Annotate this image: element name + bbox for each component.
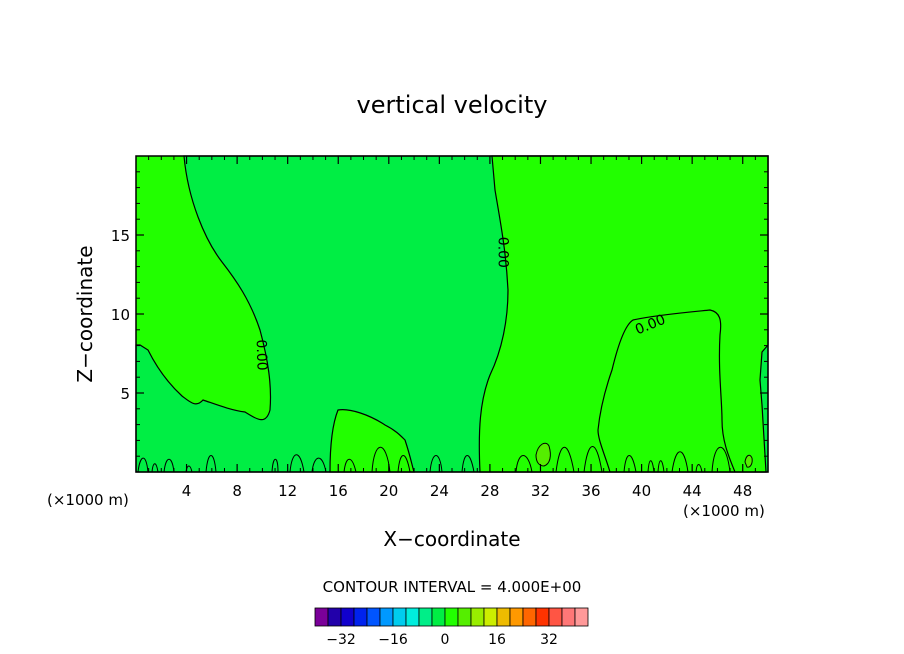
colorbar-swatch [379, 607, 394, 627]
chart-title: vertical velocity [357, 91, 548, 119]
y-tick-label: 15 [111, 227, 130, 245]
x-tick-label: 24 [430, 482, 449, 500]
colorbar-swatch [457, 607, 472, 627]
colorbar-swatch [483, 607, 498, 627]
y-axis-label: Z−coordinate [73, 245, 97, 382]
colorbar-tick-label: −16 [378, 632, 408, 648]
x-tick-label: 4 [182, 482, 192, 500]
y-tick-label: 5 [120, 385, 130, 403]
colorbar-swatch [327, 607, 342, 627]
x-axis-ticks: 4 8 12 16 20 24 28 32 36 40 44 48 [148, 156, 756, 500]
y-tick-label: 10 [111, 306, 130, 324]
colorbar-tick-label: 32 [540, 632, 558, 648]
colorbar-tick-label: 0 [441, 632, 450, 648]
positive-region-middle [478, 155, 769, 473]
colorbar-swatch [509, 607, 524, 627]
x-tick-label: 36 [581, 482, 600, 500]
x-unit-left: (×1000 m) [47, 491, 129, 509]
colorbar-swatch [314, 607, 329, 627]
x-tick-label: 16 [329, 482, 348, 500]
x-tick-label: 44 [683, 482, 702, 500]
colorbar-swatch [470, 607, 485, 627]
colorbar-swatch [353, 607, 368, 627]
x-tick-label: 20 [379, 482, 398, 500]
contour-label: 0.00 [253, 339, 270, 371]
x-unit-right: (×1000 m) [683, 502, 765, 520]
colorbar-swatch [444, 607, 459, 627]
positive-patch-bottom [329, 409, 415, 473]
colorbar-swatch [392, 607, 407, 627]
colorbar-swatch [340, 607, 355, 627]
colorbar: −32 −16 0 16 32 [314, 607, 589, 648]
x-axis-label: X−coordinate [383, 527, 520, 551]
bottom-contour-ripples [137, 446, 731, 473]
y-axis-ticks: 5 10 15 [111, 171, 768, 457]
small-positive-patch-2 [744, 454, 753, 468]
colorbar-swatch [366, 607, 381, 627]
colorbar-tick-label: 16 [488, 632, 506, 648]
contour-interval-text: CONTOUR INTERVAL = 4.000E+00 [323, 578, 582, 596]
colorbar-swatch [405, 607, 420, 627]
x-tick-label: 48 [733, 482, 752, 500]
colorbar-swatch [496, 607, 511, 627]
colorbar-tick-label: −32 [326, 632, 356, 648]
small-positive-patch [535, 442, 551, 467]
colorbar-swatch [431, 607, 446, 627]
plot-area: 0.000.000.00 4 8 12 16 20 24 28 32 36 40 44 48 5101… [111, 155, 769, 500]
colorbar-swatch [561, 607, 576, 627]
colorbar-swatch [535, 607, 550, 627]
contour-label: 0.00 [495, 237, 511, 268]
x-tick-label: 28 [480, 482, 499, 500]
colorbar-swatch [418, 607, 433, 627]
x-tick-label: 40 [632, 482, 651, 500]
colorbar-swatch [548, 607, 563, 627]
x-tick-label: 32 [531, 482, 550, 500]
colorbar-swatch [522, 607, 537, 627]
x-tick-label: 8 [232, 482, 242, 500]
colorbar-swatch [574, 607, 589, 627]
x-tick-label: 12 [278, 482, 297, 500]
